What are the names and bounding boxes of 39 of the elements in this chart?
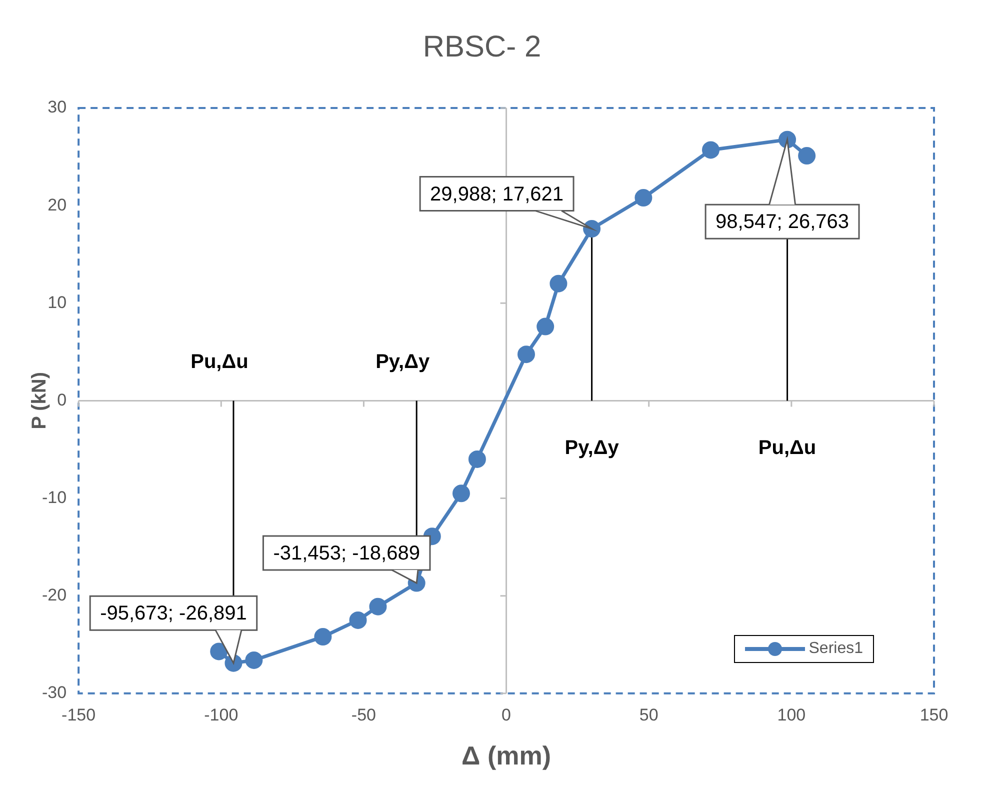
point: [798, 147, 816, 165]
x-tick-label: -100: [204, 705, 238, 724]
y-tick-label: 10: [48, 292, 67, 312]
ref-line-label: Pu,Δu: [190, 351, 248, 374]
ref-line-label: Py,Δy: [376, 351, 430, 374]
point: [536, 318, 554, 336]
point: [517, 346, 535, 364]
y-tick-label: -10: [42, 488, 67, 507]
point: [550, 274, 568, 292]
x-tick-label: 0: [502, 705, 512, 724]
point: [210, 642, 228, 660]
y-tick-label: 20: [48, 195, 67, 214]
x-tick-label: 50: [639, 705, 658, 724]
ref-line-label: Pu,Δu: [758, 437, 816, 460]
point: [468, 450, 486, 468]
y-tick-label: -30: [42, 683, 67, 702]
chart-title: RBSC- 2: [422, 30, 542, 64]
point: [452, 484, 470, 502]
point: [349, 611, 367, 629]
annotation: 98,547; 26,763: [716, 211, 850, 234]
point: [245, 651, 263, 669]
y-tick-label: -20: [42, 586, 67, 605]
x-tick-label: 100: [777, 705, 806, 724]
y-axis-title: P (kN): [28, 372, 51, 430]
x-tick-label: -50: [351, 705, 376, 724]
x-axis-title: Δ (mm): [462, 740, 552, 771]
x-tick-label: -150: [62, 705, 96, 724]
x-tick-label: 150: [920, 705, 948, 724]
annotation: 29,988; 17,621: [430, 183, 564, 206]
point: [314, 628, 332, 646]
point: [369, 598, 387, 616]
point: [702, 141, 720, 159]
annotation: -31,453; -18,689: [273, 542, 420, 565]
y-tick-label: 0: [57, 390, 67, 410]
y-tick-label: 30: [48, 98, 67, 117]
legend-label: Series1: [808, 640, 863, 658]
annotation: -95,673; -26,891: [100, 602, 247, 625]
ref-line-label: Py,Δy: [564, 437, 620, 460]
point: [634, 189, 652, 207]
